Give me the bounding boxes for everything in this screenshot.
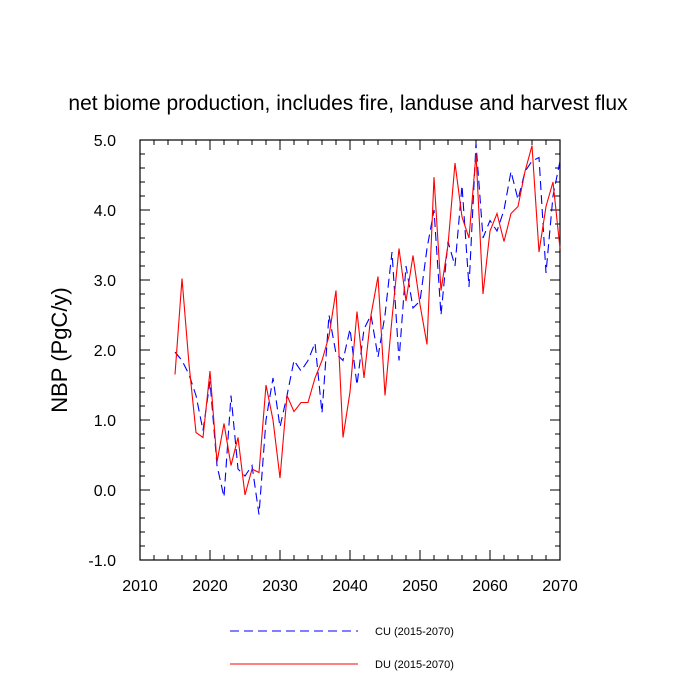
series-lines [174, 143, 561, 515]
chart-title: net biome production, includes fire, lan… [68, 92, 628, 115]
x-tick-label: 2030 [262, 578, 298, 595]
x-tick-label: 2060 [472, 578, 508, 595]
y-tick-label: 0.0 [94, 483, 116, 500]
x-tick-label: 2050 [402, 578, 438, 595]
x-tick-label: 2070 [542, 578, 578, 595]
x-tick-label: 2010 [122, 578, 158, 595]
y-tick-label: 3.0 [94, 273, 116, 290]
x-tick-label: 2040 [332, 578, 368, 595]
series-line-cu [174, 143, 561, 515]
y-axis-label: NBP (PgC/y) [47, 287, 72, 413]
y-tick-label: 2.0 [94, 343, 116, 360]
axes: 2010 2020 2030 2040 2050 2060 2070 -1.0 0.0 1.0 2.… [88, 133, 577, 595]
series-line-du [174, 145, 561, 496]
y-tick-label: 4.0 [94, 203, 116, 220]
legend-label: CU (2015-2070) [375, 626, 454, 638]
y-tick-label: -1.0 [88, 553, 116, 570]
x-tick-label: 2020 [192, 578, 228, 595]
legend: CU (2015-2070) DU (2015-2070) [230, 626, 454, 671]
y-tick-label: 5.0 [94, 133, 116, 150]
plot-frame [139, 139, 561, 561]
legend-label: DU (2015-2070) [375, 659, 454, 671]
y-tick-label: 1.0 [94, 413, 116, 430]
